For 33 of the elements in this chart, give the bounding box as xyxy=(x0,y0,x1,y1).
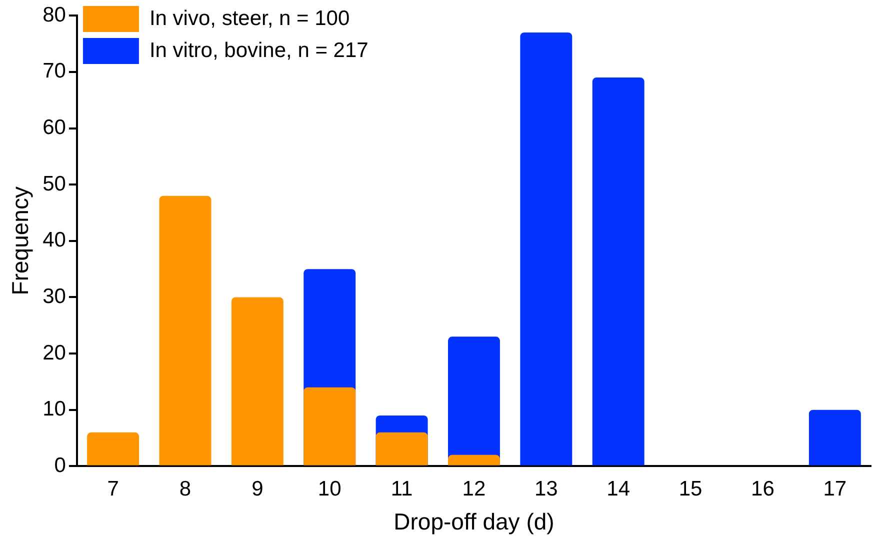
x-tick-label: 15 xyxy=(678,478,702,501)
y-tick-label: 0 xyxy=(54,454,66,477)
x-tick-label: 8 xyxy=(179,478,192,501)
bar xyxy=(231,297,284,466)
x-tick-label: 14 xyxy=(606,478,630,501)
y-tick-label: 30 xyxy=(42,285,66,308)
bar xyxy=(87,432,140,466)
bar xyxy=(808,410,861,466)
bar xyxy=(592,78,644,466)
x-tick-label: 9 xyxy=(252,478,264,501)
y-tick-label: 60 xyxy=(42,116,66,140)
x-axis-title: Drop-off day (d) xyxy=(394,508,554,535)
y-tick-label: 40 xyxy=(42,228,66,252)
x-tick-label: 12 xyxy=(462,478,486,501)
y-tick-label: 50 xyxy=(42,172,66,196)
legend-label: In vivo, steer, n = 100 xyxy=(149,6,350,30)
y-tick-label: 80 xyxy=(42,3,66,26)
x-tick-label: 10 xyxy=(318,478,342,501)
x-tick-label: 17 xyxy=(823,478,847,501)
legend-label: In vitro, bovine, n = 217 xyxy=(149,38,368,62)
y-axis-title: Frequency xyxy=(7,186,34,296)
x-tick-label: 7 xyxy=(107,478,119,501)
bar xyxy=(304,387,356,466)
x-tick-label: 13 xyxy=(534,478,558,501)
bar xyxy=(376,432,428,466)
y-tick-label: 70 xyxy=(42,60,66,83)
x-tick-label: 16 xyxy=(751,478,774,501)
bar xyxy=(448,454,500,466)
bar xyxy=(159,196,212,466)
y-tick-label: 20 xyxy=(42,341,66,364)
x-tick-label: 11 xyxy=(390,478,413,501)
y-tick-label: 10 xyxy=(42,398,66,421)
bar xyxy=(520,32,572,466)
